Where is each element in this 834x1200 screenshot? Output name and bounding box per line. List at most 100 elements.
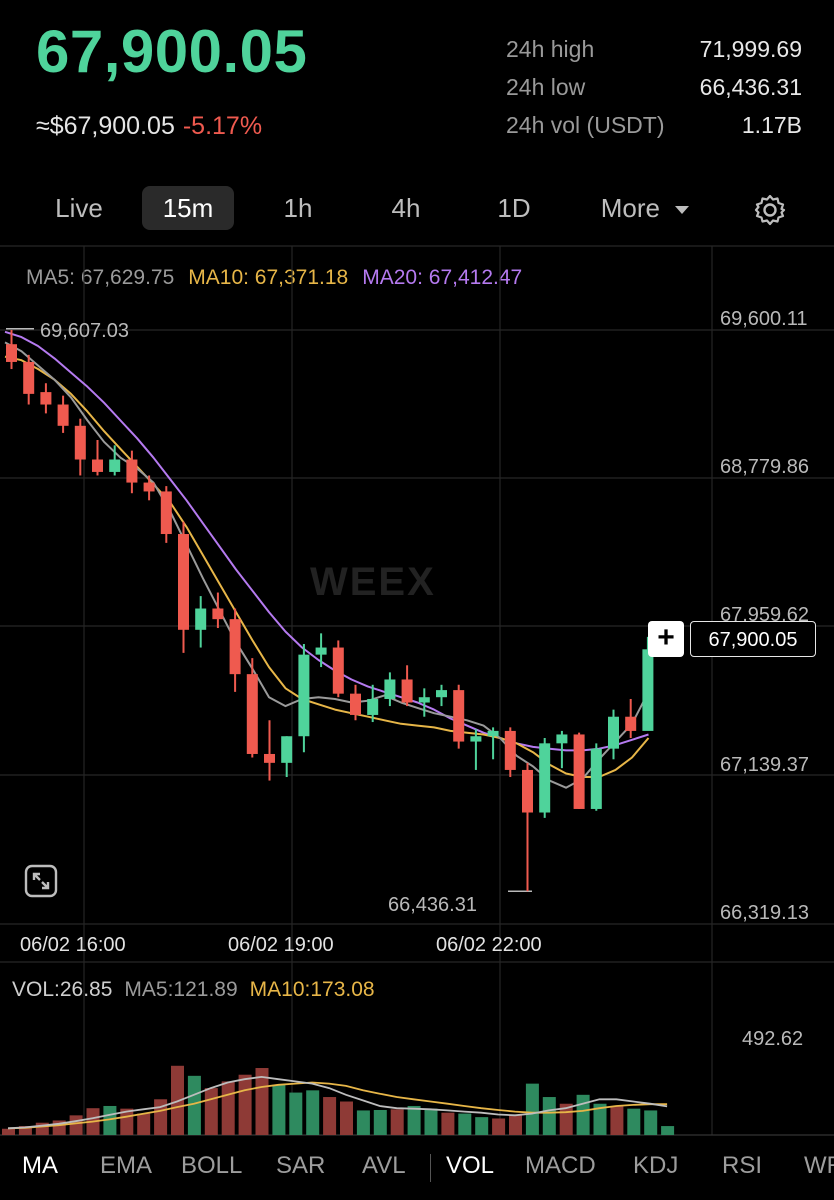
- indicator-boll[interactable]: BOLL: [181, 1152, 243, 1179]
- candle-body: [246, 674, 258, 754]
- candle-body: [608, 716, 619, 749]
- volume-bar: [458, 1113, 472, 1135]
- volume-bar: [424, 1108, 438, 1135]
- stat-value: 71,999.69: [699, 35, 802, 62]
- candle-body: [315, 647, 327, 655]
- volume-ma5-line: [7, 1075, 668, 1130]
- volume-bar: [69, 1115, 83, 1135]
- candle-body: [160, 491, 172, 535]
- volume-bar: [204, 1088, 218, 1135]
- price-axis-label: 67,139.37: [720, 754, 809, 776]
- candle-body: [539, 743, 551, 813]
- interval-tabs: Live 15m 1h 4h 1D More: [0, 186, 834, 232]
- indicator-ema[interactable]: EMA: [100, 1152, 153, 1179]
- indicator-kdj[interactable]: KDJ: [633, 1152, 679, 1179]
- candle-body: [350, 693, 361, 715]
- volume-bar: [103, 1105, 117, 1135]
- candle-body: [590, 748, 602, 809]
- indicator-wr[interactable]: WR: [804, 1152, 834, 1179]
- indicator-ma[interactable]: MA: [22, 1152, 58, 1179]
- volume-bar: [390, 1109, 404, 1135]
- candle-body: [470, 736, 482, 742]
- candle-body: [625, 716, 637, 731]
- candle-body: [6, 344, 17, 362]
- volume-bars: [2, 1065, 675, 1135]
- candle-body: [332, 647, 344, 694]
- tab-more[interactable]: More: [590, 186, 700, 230]
- stat-row-high: 24h high 71,999.69: [506, 30, 802, 68]
- stat-row-volume: 24h vol (USDT) 1.17B: [506, 106, 802, 144]
- candle-body: [74, 425, 86, 460]
- max-price-marker: 69,607.03: [40, 320, 129, 342]
- candle-body: [642, 649, 654, 731]
- volume-bar: [407, 1105, 421, 1135]
- stat-row-low: 24h low 66,436.31: [506, 68, 802, 106]
- fullscreen-icon[interactable]: [24, 864, 58, 898]
- tab-15m[interactable]: 15m: [142, 186, 234, 230]
- candle-body: [367, 698, 379, 715]
- plus-icon[interactable]: +: [648, 621, 684, 657]
- tab-4h[interactable]: 4h: [391, 193, 421, 223]
- time-axis-label: 06/02 16:00: [20, 934, 126, 956]
- 24h-stats: 24h high 71,999.69 24h low 66,436.31 24h…: [506, 30, 802, 144]
- price-change-percent: -5.17%: [182, 112, 263, 140]
- tab-1d[interactable]: 1D: [497, 193, 531, 223]
- candle-body: [522, 769, 533, 813]
- candle-body: [453, 690, 465, 742]
- candle-body: [229, 619, 241, 675]
- price-axis-label: 66,319.13: [720, 902, 809, 924]
- gear-icon[interactable]: [750, 190, 790, 230]
- candle-body: [126, 459, 138, 483]
- volume-ma-lines: [7, 1075, 668, 1130]
- ma20-line: [4, 330, 649, 752]
- approx-usd-price: ≈$67,900.05: [36, 112, 175, 140]
- volume-bar: [661, 1126, 675, 1135]
- volume-bar: [525, 1083, 539, 1135]
- candle-body: [264, 753, 275, 763]
- indicator-macd[interactable]: MACD: [525, 1152, 596, 1179]
- time-axis-label: 06/02 22:00: [436, 934, 542, 956]
- volume-ma10-line: [7, 1081, 668, 1130]
- ma5-legend: MA5: 67,629.75: [26, 266, 175, 289]
- candle-body: [109, 459, 121, 472]
- candle-body: [57, 404, 69, 426]
- volume-bar: [509, 1114, 522, 1135]
- ma10-line: [4, 355, 650, 778]
- candle-body: [298, 654, 310, 737]
- tab-1h[interactable]: 1h: [283, 193, 313, 223]
- stat-label: 24h low: [506, 73, 586, 100]
- last-price: 67,900.05: [36, 18, 308, 85]
- price-axis-label: 67,959.62: [720, 604, 809, 626]
- ma20-legend: MA20: 67,412.47: [362, 266, 523, 289]
- candle-body: [23, 361, 35, 394]
- volume-bar: [306, 1090, 320, 1135]
- candle-body: [487, 730, 499, 737]
- time-axis-label: 06/02 19:00: [228, 934, 334, 956]
- weex-watermark: WEEX: [310, 560, 436, 604]
- volume-bar: [255, 1068, 269, 1135]
- volume-bar: [137, 1113, 151, 1135]
- volume-bar: [323, 1097, 337, 1135]
- volume-bar: [475, 1117, 489, 1135]
- candle-body: [573, 734, 585, 809]
- volume-bar: [542, 1097, 556, 1135]
- volume-bar: [289, 1092, 303, 1135]
- candle-body: [212, 608, 224, 620]
- candle-body: [384, 679, 396, 699]
- volume-bar: [187, 1075, 201, 1135]
- ma-lines: [4, 328, 650, 893]
- volume-bar: [610, 1105, 624, 1135]
- volume-axis-max: 492.62: [742, 1028, 804, 1050]
- indicator-rsi[interactable]: RSI: [722, 1152, 763, 1179]
- volume-bar: [272, 1084, 286, 1135]
- candle-body: [40, 392, 52, 405]
- indicator-vol[interactable]: VOL: [446, 1152, 495, 1179]
- volume-bar: [627, 1108, 641, 1135]
- tab-live[interactable]: Live: [55, 193, 103, 223]
- indicator-sar[interactable]: SAR: [276, 1152, 326, 1179]
- ma-legend: MA5: 67,629.75 MA10: 67,371.18 MA20: 67,41…: [26, 266, 522, 290]
- caret-down-icon: [675, 206, 690, 215]
- stat-value: 66,436.31: [699, 73, 802, 100]
- indicator-avl[interactable]: AVL: [362, 1152, 406, 1179]
